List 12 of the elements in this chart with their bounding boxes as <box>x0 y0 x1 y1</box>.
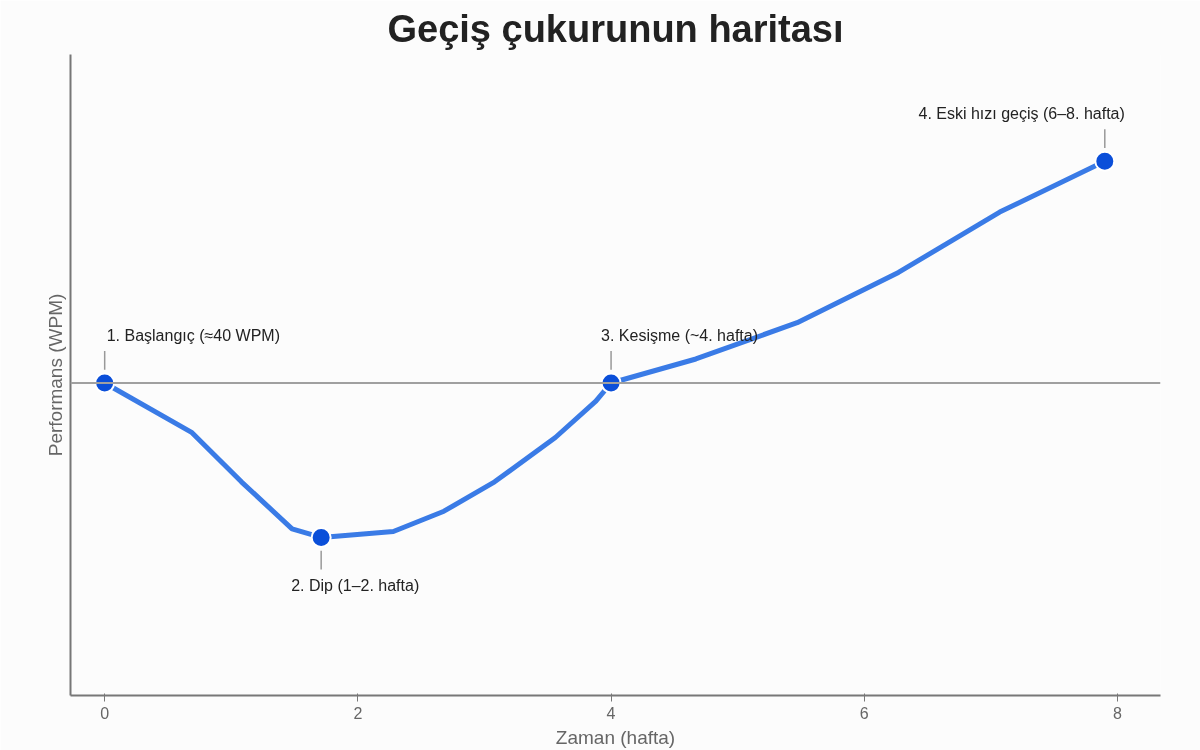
x-tick-label: 0 <box>100 704 110 722</box>
annotation: 1. Başlangıç (≈40 WPM) <box>106 326 280 344</box>
annotation: 4. Eski hızı geçiş (6–8. hafta) <box>918 104 1125 122</box>
annotation: 2. Dip (1–2. hafta) <box>291 576 420 594</box>
x-tick-label: 8 <box>1113 704 1123 722</box>
x-tick-label: 4 <box>606 704 616 722</box>
annotation: 3. Kesişme (~4. hafta) <box>601 326 759 344</box>
x-axis-title: Zaman (hafta) <box>555 726 676 748</box>
chart-title: Geçiş çukurunun haritası <box>387 7 844 50</box>
y-axis-title: Performans (WPM) <box>44 293 66 457</box>
x-tick-label: 6 <box>859 704 869 722</box>
x-tick-label: 2 <box>353 704 363 722</box>
